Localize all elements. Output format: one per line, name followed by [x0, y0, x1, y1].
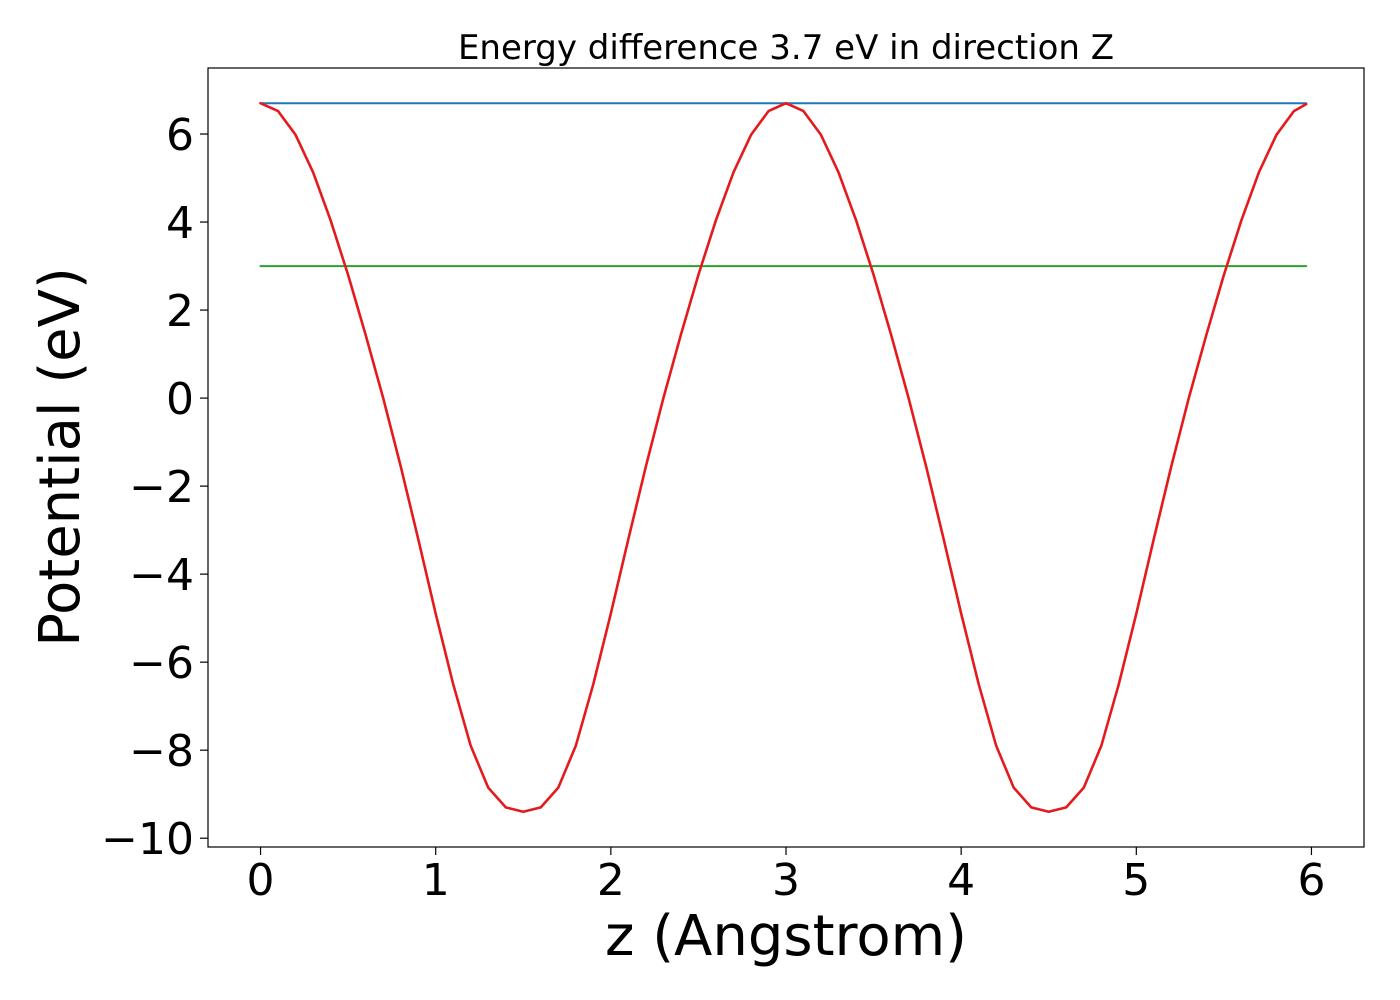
y-tick-label: −10: [101, 814, 194, 865]
y-tick-label: 4: [166, 198, 194, 249]
x-tick-label: 3: [772, 855, 800, 906]
x-tick-label: 1: [422, 855, 450, 906]
y-tick-label: 2: [166, 286, 194, 337]
y-axis-label: Potential (eV): [28, 267, 93, 647]
plot-area: [207, 67, 1365, 848]
y-axis-ticks: −10 −8 −6 −4 −2 0 2 4 6: [101, 110, 208, 865]
y-tick-label: −4: [129, 550, 194, 601]
y-tick-label: −6: [129, 638, 194, 689]
x-tick-label: 4: [947, 855, 975, 906]
x-axis-label: z (Angstrom): [605, 904, 967, 969]
series-line-3: [259, 101, 1308, 814]
x-tick-label: 2: [597, 855, 625, 906]
y-tick-label: −8: [129, 726, 194, 777]
x-tick-label: 0: [247, 855, 275, 906]
x-tick-label: 6: [1297, 855, 1325, 906]
y-tick-label: 6: [166, 110, 194, 161]
series-layer: [259, 101, 1308, 814]
y-tick-label: 0: [166, 374, 194, 425]
x-axis-ticks: 0 1 2 3 4 5 6: [247, 847, 1325, 906]
y-tick-label: −2: [129, 462, 194, 513]
x-tick-label: 5: [1122, 855, 1150, 906]
chart-title: Energy difference 3.7 eV in direction Z: [458, 28, 1114, 68]
